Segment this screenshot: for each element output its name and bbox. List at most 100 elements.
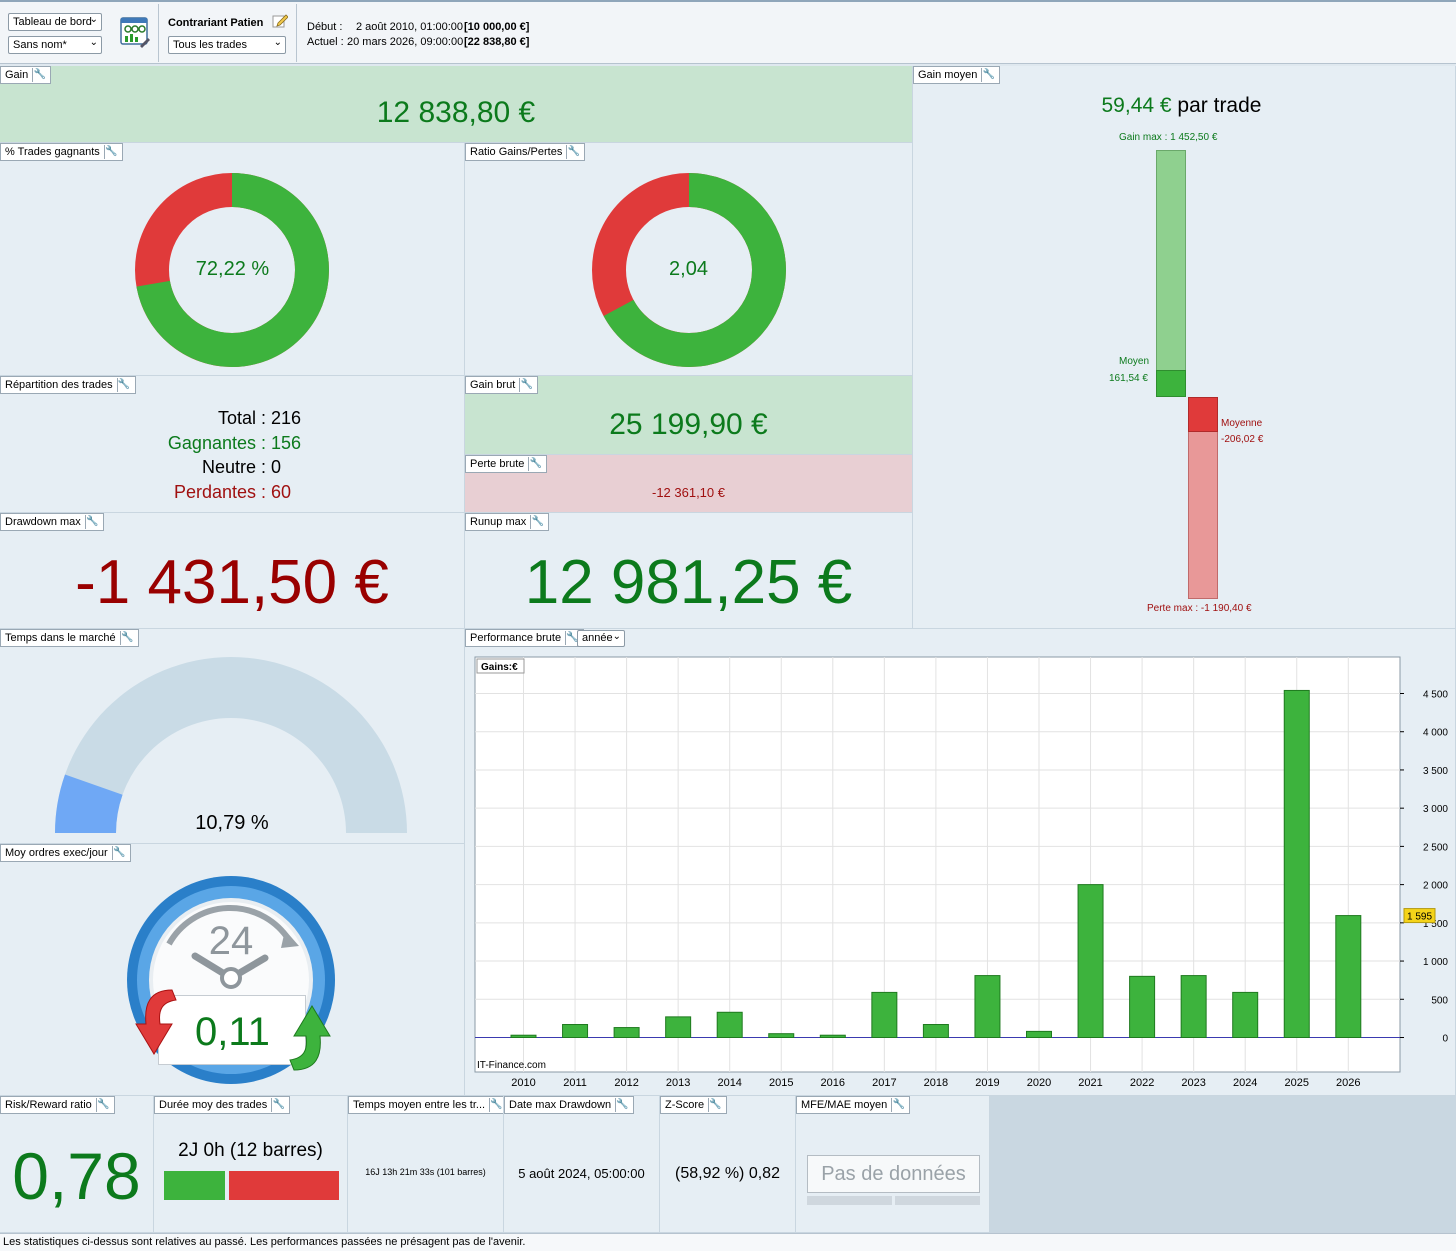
repartition-title: Répartition des trades 🔧 — [0, 376, 136, 394]
trades-select[interactable]: Tous les trades ⌄ — [168, 36, 286, 54]
chevron-down-icon: ⌄ — [612, 631, 621, 642]
bar-2023[interactable] — [1180, 975, 1207, 1038]
risk-reward-title: Risk/Reward ratio 🔧 — [0, 1096, 115, 1114]
gagnantes-label: Gagnantes : — [167, 432, 266, 453]
date-drawdown-value: 5 août 2024, 05:00:00 — [518, 1166, 645, 1181]
strategy-name: Contrariant Patien — [168, 17, 264, 29]
drawdown-panel: Drawdown max 🔧 -1 431,50 € — [0, 513, 465, 629]
wrench-icon[interactable]: 🔧 — [615, 1098, 629, 1112]
temps-marche-gauge — [55, 657, 407, 833]
clock-number: 24 — [209, 919, 254, 963]
wrench-icon[interactable]: 🔧 — [565, 631, 579, 645]
wrench-icon[interactable]: 🔧 — [528, 457, 543, 471]
wrench-icon[interactable]: 🔧 — [519, 378, 533, 392]
neutre-label: Neutre : — [201, 457, 266, 477]
wrench-icon[interactable]: 🔧 — [119, 631, 134, 645]
toolbar: Tableau de bord ⌄ Sans nom* ⌄ Contrarian… — [0, 0, 1456, 64]
temps-moyen-title: Temps moyen entre les tr... 🔧 — [348, 1096, 503, 1114]
plot-area — [474, 656, 1401, 1073]
wrench-icon[interactable]: 🔧 — [95, 1098, 110, 1112]
wrench-icon[interactable]: 🔧 — [84, 515, 99, 529]
drawdown-value: -1 431,50 € — [75, 548, 389, 617]
gain-moyen-value: 59,44 € — [1101, 94, 1172, 117]
wrench-icon[interactable]: 🔧 — [530, 515, 544, 529]
current-label: Actuel : — [307, 36, 344, 48]
bar-2016[interactable] — [819, 1034, 846, 1038]
moy-ordres-value: 0,11 — [195, 1010, 270, 1054]
x-tick-label: 2023 — [1181, 1077, 1205, 1089]
bar-2026[interactable] — [1335, 915, 1362, 1038]
bar-2010[interactable] — [510, 1034, 537, 1038]
x-tick-label: 2018 — [924, 1077, 948, 1089]
temps-marche-panel: Temps dans le marché 🔧 10,79 % — [0, 629, 465, 844]
x-tick-label: 2024 — [1233, 1077, 1257, 1089]
gain-moyen-suffix: par trade — [1177, 94, 1262, 117]
neutre-value: 0 — [271, 457, 282, 477]
bar-2015[interactable] — [768, 1033, 795, 1038]
x-tick-label: 2016 — [821, 1077, 845, 1089]
period-select[interactable]: année ⌄ — [577, 630, 625, 647]
bar-2022[interactable] — [1129, 975, 1156, 1039]
name-select[interactable]: Sans nom* ⌄ — [8, 36, 102, 54]
bar-2020[interactable] — [1026, 1030, 1052, 1038]
y-tick-label: 3 000 — [1423, 804, 1448, 815]
gagnantes-value: 156 — [271, 432, 302, 453]
start-date: 2 août 2010, 01:00:00 — [356, 21, 464, 33]
wrench-icon[interactable]: 🔧 — [981, 68, 996, 82]
bar-2011[interactable] — [562, 1024, 589, 1039]
gain-moyen-panel: Gain moyen 🔧 59,44 € par trade Gain max :… — [913, 66, 1456, 629]
bar-2024[interactable] — [1232, 991, 1259, 1038]
bar-2014[interactable] — [716, 1011, 743, 1039]
y-tick-label: 2 500 — [1423, 842, 1448, 853]
wrench-icon[interactable]: 🔧 — [566, 145, 581, 159]
risk-reward-title-text: Risk/Reward ratio — [5, 1099, 92, 1111]
gain-title: Gain 🔧 — [0, 66, 52, 84]
gauge-track — [55, 657, 407, 833]
perte-brute-value: -12 361,10 € — [651, 485, 725, 500]
gain-max-label: Gain max : 1 452,50 € — [1119, 132, 1218, 143]
x-tick-label: 2022 — [1130, 1077, 1154, 1089]
moyen-label: Moyen — [1119, 356, 1150, 367]
gauge-fill — [55, 774, 123, 833]
moyenne-label: Moyenne — [1221, 418, 1263, 429]
wrench-icon[interactable]: 🔧 — [111, 846, 126, 860]
duree-loss-bar — [229, 1171, 339, 1200]
ratio-donut — [592, 173, 786, 367]
bar-2018[interactable] — [922, 1024, 949, 1039]
chart-settings-icon[interactable] — [120, 16, 150, 48]
x-tick-label: 2020 — [1027, 1077, 1051, 1089]
y-tick-label: 3 500 — [1423, 766, 1448, 777]
performance-chart[interactable]: 2010 2011 2012 2013 2014 2015 2016 2017 2018 2019… — [473, 656, 1456, 1096]
risk-reward-value: 0,78 — [12, 1139, 141, 1213]
wrench-icon[interactable]: 🔧 — [116, 378, 131, 392]
arrow-down-red-icon — [135, 989, 177, 1055]
moy-ordres-box — [158, 995, 306, 1065]
bar-2021[interactable] — [1077, 884, 1104, 1038]
temps-moyen-panel: Temps moyen entre les tr... 🔧 16J 13h 21m… — [348, 1096, 504, 1233]
wrench-icon[interactable]: 🔧 — [32, 68, 46, 82]
edit-pencil-icon[interactable] — [272, 12, 289, 28]
moyen-value: 161,54 € — [1109, 373, 1148, 384]
wrench-icon[interactable]: 🔧 — [271, 1098, 285, 1112]
wrench-icon[interactable]: 🔧 — [103, 145, 118, 159]
mfe-no-data: Pas de données — [807, 1155, 980, 1193]
bar-2013[interactable] — [665, 1016, 692, 1038]
moyenne-value: -206,02 € — [1221, 434, 1264, 445]
current-amount: [22 838,80 €] — [464, 36, 530, 48]
repartition-title-text: Répartition des trades — [5, 379, 113, 391]
wrench-icon[interactable]: 🔧 — [708, 1098, 722, 1112]
wrench-icon[interactable]: 🔧 — [891, 1098, 905, 1112]
bar-2019[interactable] — [974, 975, 1001, 1038]
bar-2025[interactable] — [1283, 689, 1310, 1038]
risk-reward-panel: Risk/Reward ratio 🔧 0,78 — [0, 1096, 154, 1233]
chevron-down-icon: ⌄ — [89, 37, 98, 48]
wrench-icon[interactable]: 🔧 — [489, 1098, 503, 1112]
total-value: 216 — [271, 408, 302, 428]
bar-2012[interactable] — [613, 1027, 640, 1039]
dashboard-select[interactable]: Tableau de bord ⌄ — [8, 13, 102, 31]
performance-panel: Performance brute 🔧 année ⌄ 2010 2011 2012 2… — [465, 629, 1456, 1096]
ratio-title: Ratio Gains/Pertes 🔧 — [465, 143, 586, 161]
bar-2017[interactable] — [871, 991, 898, 1038]
x-tick-label: 2011 — [563, 1077, 587, 1089]
x-tick-label: 2017 — [872, 1077, 896, 1089]
